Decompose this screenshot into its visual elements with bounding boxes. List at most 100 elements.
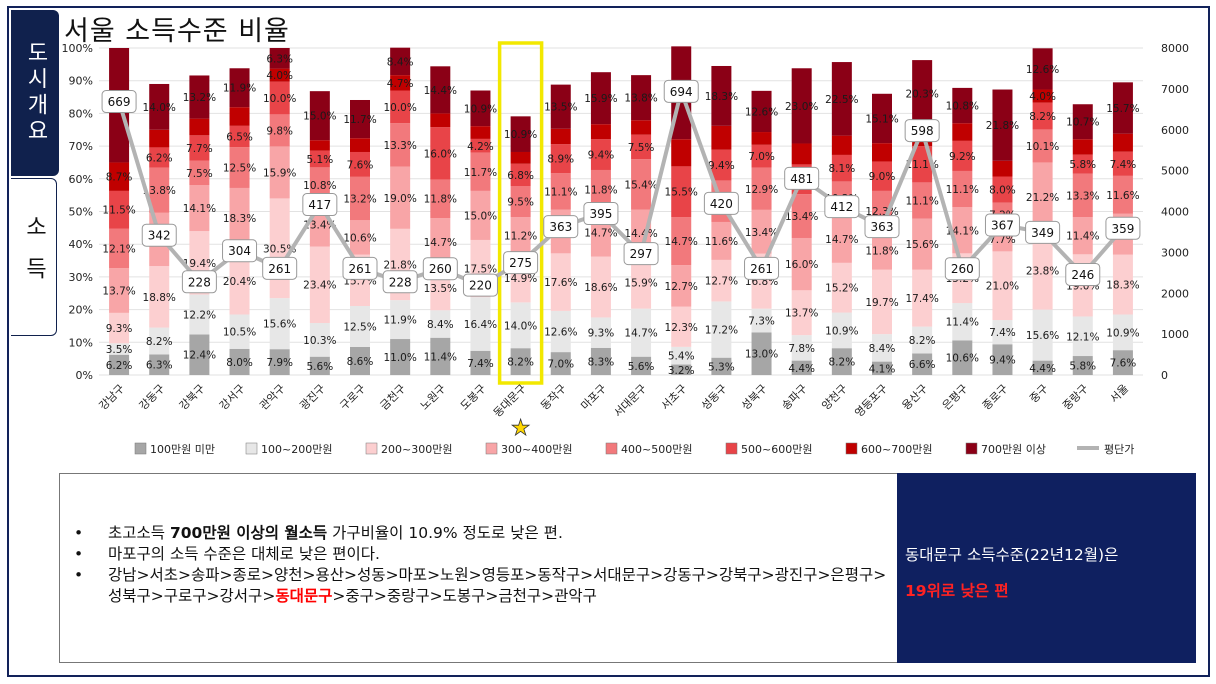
y2-tick-label: 6000 (1161, 124, 1189, 137)
bar-data-label: 3.5% (106, 344, 133, 356)
bar-segment (269, 48, 290, 69)
line-label-box (141, 223, 177, 247)
bar-segment (149, 129, 170, 148)
ranking-caption: 동대문구 소득수준(22년12월)은 (905, 546, 1119, 564)
bar-data-label: 15.2% (825, 283, 858, 295)
bar-data-label: 11.1% (544, 186, 577, 198)
bar-data-label: 13.4% (303, 220, 336, 232)
bar-data-label: 7.4% (989, 327, 1016, 339)
legend-label: 평단가 (1104, 443, 1134, 456)
line-label-box (663, 79, 699, 103)
bar-data-label: 8.0% (989, 185, 1016, 197)
bar-segment (1072, 154, 1093, 174)
bar-data-label: 13.7% (785, 308, 818, 320)
bar-segment (631, 308, 652, 357)
bar-segment (1032, 360, 1053, 375)
bar-segment (831, 135, 852, 155)
bar-segment (550, 253, 571, 311)
line-label-box (181, 270, 217, 294)
bar-segment (590, 317, 611, 348)
line-label-box (1105, 216, 1141, 240)
bar-segment (992, 160, 1013, 177)
tab-city-overview[interactable]: 도시개요 (11, 10, 59, 176)
bar-data-label: 8.4% (869, 343, 896, 355)
bar-data-label: 21.2% (1026, 192, 1059, 204)
x-tick-label: 마포구 (578, 382, 609, 413)
bar-data-label: 15.9% (624, 278, 657, 290)
bar-data-label: 12.7% (705, 276, 738, 288)
bar-data-label: 9.8% (266, 125, 293, 137)
bar-data-label: 23.4% (303, 280, 336, 292)
bar-segment (109, 268, 130, 313)
bar-segment (751, 332, 772, 375)
line-label-box (1025, 220, 1061, 244)
bar-segment (711, 149, 732, 181)
bar-data-label: 15.6% (1026, 330, 1059, 342)
bar-segment (872, 143, 892, 162)
bar-segment (1072, 104, 1093, 140)
bar-segment (791, 68, 812, 144)
bar-segment (189, 135, 210, 161)
bar-segment (510, 348, 531, 375)
bar-data-label: 19.7% (865, 297, 898, 309)
bar-segment (791, 360, 812, 375)
x-tick-label: 동대문구 (491, 382, 529, 420)
y-tick-label: 0% (76, 369, 93, 382)
line-label-box (222, 239, 258, 263)
bar-segment (149, 147, 170, 168)
bar-segment (350, 306, 370, 347)
bar-data-label: 14.7% (825, 234, 858, 246)
bar-segment (430, 218, 451, 267)
summary-3-post: >중구>중랑구>도봉구>금천구>관악구 (332, 587, 597, 605)
bar-segment (912, 218, 933, 270)
line-data-label: 220 (469, 279, 492, 293)
bar-segment (390, 90, 411, 124)
bar-data-label: 19.0% (383, 193, 416, 205)
bar-segment (711, 125, 732, 150)
bar-data-label: 8.7% (106, 172, 133, 184)
bar-segment (1112, 314, 1133, 351)
legend-label: 100만원 미만 (150, 443, 215, 456)
bar-segment (229, 107, 250, 126)
bar-data-label: 16.4% (464, 319, 497, 331)
bar-segment (631, 75, 652, 121)
bar-data-label: 12.5% (223, 163, 256, 175)
x-tick-label: 중랑구 (1060, 382, 1091, 413)
bar-segment (1032, 129, 1053, 163)
bar-segment (992, 176, 1013, 203)
bar-segment (229, 125, 250, 148)
bar-segment (711, 259, 732, 302)
bar-segment (470, 152, 491, 191)
bar-data-label: 11.1% (946, 184, 979, 196)
bar-data-label: 13.0% (745, 349, 778, 361)
bar-segment (229, 348, 250, 375)
bar-segment (350, 176, 370, 221)
tab-income[interactable]: 소득 (11, 178, 57, 336)
line-label-box (864, 215, 900, 239)
bar-data-label: 14.0% (143, 102, 176, 114)
bar-data-label: 9.2% (949, 151, 976, 163)
bar-data-label: 14.9% (504, 273, 537, 285)
bar-segment (1112, 175, 1133, 214)
bar-segment (1112, 82, 1133, 134)
bar-data-label: 13.5% (544, 102, 577, 114)
bar-data-label: 7.9% (266, 357, 293, 369)
bar-data-label: 15.0% (464, 210, 497, 222)
bar-data-label: 11.4% (424, 351, 457, 363)
line-data-label: 228 (188, 275, 211, 289)
bar-data-label: 11.8% (584, 184, 617, 196)
bar-data-label: 4.0% (266, 70, 293, 82)
line-data-label: 412 (830, 200, 853, 214)
bar-data-label: 11.8% (865, 245, 898, 257)
bar-segment (1032, 89, 1053, 103)
bar-segment (992, 89, 1013, 161)
bar-data-label: 6.8% (507, 170, 534, 182)
bar-segment (390, 339, 411, 375)
bar-segment (430, 337, 451, 375)
x-tick-label: 동작구 (538, 382, 569, 413)
bar-data-label: 11.9% (383, 315, 416, 327)
bar-segment (189, 118, 210, 136)
bar-data-label: 5.1% (307, 154, 334, 166)
bar-segment (1072, 316, 1093, 357)
bar-data-label: 10.7% (1066, 117, 1099, 129)
